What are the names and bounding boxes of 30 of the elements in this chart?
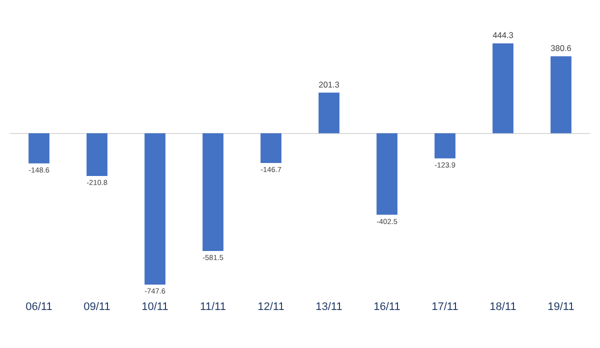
x-tick-label: 17/11 xyxy=(432,301,458,313)
data-label: -402.5 xyxy=(376,216,398,226)
bar xyxy=(550,56,572,134)
data-label: -581.5 xyxy=(202,253,224,262)
bar xyxy=(260,133,282,163)
data-label: -146.7 xyxy=(260,165,282,174)
bar xyxy=(434,133,456,158)
bar xyxy=(492,43,514,134)
x-tick-label: 16/11 xyxy=(374,301,400,313)
data-label: -747.6 xyxy=(144,286,166,296)
x-tick-label: 06/11 xyxy=(26,301,52,313)
data-label: 444.3 xyxy=(492,30,514,40)
data-label: -123.9 xyxy=(434,160,456,170)
bar xyxy=(202,133,224,251)
x-tick-label: 10/11 xyxy=(142,301,168,313)
bar xyxy=(86,133,108,176)
bar xyxy=(318,92,340,134)
x-tick-label: 13/11 xyxy=(316,301,342,313)
data-label: 201.3 xyxy=(318,79,340,90)
bar xyxy=(376,133,398,215)
x-tick-label: 12/11 xyxy=(258,301,284,313)
bar xyxy=(28,133,50,164)
x-tick-label: 11/11 xyxy=(200,301,226,313)
data-label: -148.6 xyxy=(28,165,50,174)
bar xyxy=(144,133,166,285)
x-tick-label: 09/11 xyxy=(84,301,110,313)
data-label: -210.8 xyxy=(86,178,108,187)
x-tick-label: 19/11 xyxy=(548,301,574,313)
data-label: 380.6 xyxy=(550,43,572,54)
x-tick-label: 18/11 xyxy=(490,301,516,313)
